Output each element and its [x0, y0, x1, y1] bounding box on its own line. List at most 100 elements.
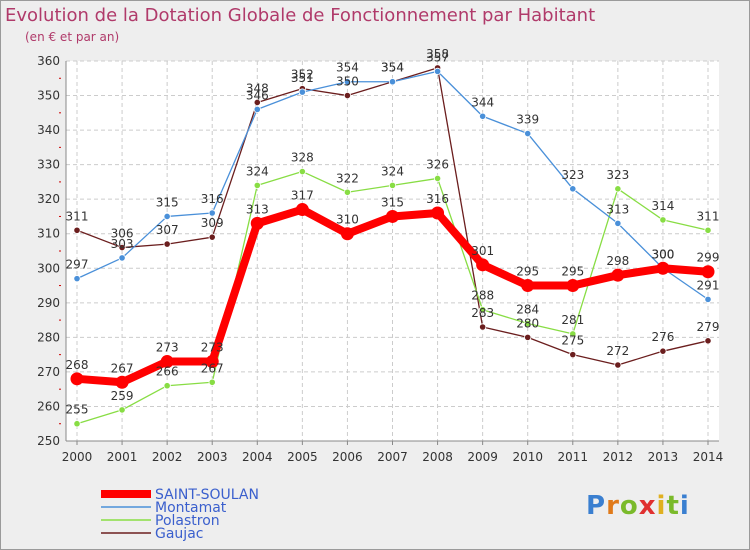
- point-saint-soulan: [295, 203, 309, 217]
- data-label-montamat: 351: [291, 71, 314, 85]
- point-montamat: [433, 67, 442, 75]
- data-label-gaujac: 279: [697, 320, 720, 334]
- point-polastron: [433, 174, 442, 183]
- point-saint-soulan: [340, 227, 354, 241]
- y-tick-label: 280: [37, 330, 60, 344]
- point-saint-soulan: [386, 209, 399, 223]
- x-tick-label: 2003: [197, 450, 228, 464]
- point-montamat: [208, 209, 216, 217]
- y-tick-label: 260: [37, 399, 60, 413]
- data-label-saint-soulan: 300: [651, 247, 674, 261]
- data-label-gaujac: 272: [606, 344, 629, 358]
- point-saint-soulan: [115, 375, 129, 389]
- data-label-gaujac: 311: [66, 209, 89, 223]
- point-polastron: [118, 406, 126, 414]
- y-tick-label: 340: [37, 123, 60, 137]
- point-polastron: [614, 185, 622, 193]
- data-label-polastron: 324: [246, 164, 269, 178]
- data-label-gaujac: 354: [381, 61, 404, 75]
- data-label-gaujac: 275: [561, 334, 584, 348]
- point-montamat: [163, 212, 171, 221]
- data-label-polastron: 322: [336, 171, 359, 185]
- point-montamat: [253, 105, 261, 113]
- y-tick-label: 310: [37, 227, 60, 241]
- point-saint-soulan: [160, 355, 174, 369]
- point-saint-soulan: [611, 268, 625, 282]
- point-polastron: [163, 382, 171, 390]
- y-tick-label: 330: [37, 158, 60, 172]
- chart-title: Evolution de la Dotation Globale de Fonc…: [5, 5, 596, 26]
- legend-label-polastron: Polastron: [155, 513, 220, 529]
- data-label-gaujac: 352: [291, 68, 314, 82]
- legend-label-saint-soulan: SAINT-SOULAN: [155, 487, 259, 503]
- point-gaujac: [118, 243, 126, 252]
- x-tick-label: 2002: [152, 450, 183, 464]
- point-saint-soulan: [205, 355, 219, 369]
- point-saint-soulan: [476, 258, 490, 272]
- data-label-saint-soulan: 298: [606, 254, 629, 268]
- x-tick-label: 2005: [287, 450, 318, 464]
- proxiti-logo: Proxiti: [586, 491, 690, 521]
- point-montamat: [569, 185, 577, 193]
- x-tick-label: 2009: [467, 450, 498, 464]
- point-polastron: [73, 420, 81, 428]
- y-tick-label: 360: [37, 54, 60, 68]
- point-montamat: [73, 275, 81, 283]
- point-saint-soulan: [70, 372, 84, 386]
- y-tick-label: 290: [37, 296, 60, 310]
- data-label-montamat: 357: [426, 50, 449, 64]
- data-label-gaujac: 358: [426, 47, 449, 61]
- point-gaujac: [524, 333, 532, 341]
- y-tick-label: 350: [37, 89, 60, 103]
- point-gaujac: [343, 91, 352, 100]
- data-label-polastron: 288: [471, 289, 494, 303]
- data-label-polastron: 281: [561, 313, 584, 327]
- data-label-polastron: 314: [651, 199, 674, 213]
- x-tick-label: 2000: [62, 450, 93, 464]
- point-saint-soulan: [250, 216, 264, 230]
- data-label-polastron: 311: [697, 209, 720, 223]
- data-label-montamat: 354: [336, 61, 359, 75]
- data-label-saint-soulan: 310: [336, 213, 359, 227]
- data-label-saint-soulan: 295: [516, 265, 539, 279]
- data-label-saint-soulan: 273: [201, 341, 224, 355]
- data-label-gaujac: 306: [111, 227, 134, 241]
- point-gaujac: [208, 233, 216, 241]
- data-label-polastron: 324: [381, 164, 404, 178]
- point-polastron: [569, 330, 577, 338]
- point-polastron: [298, 167, 306, 176]
- point-gaujac: [659, 347, 667, 355]
- data-label-polastron: 266: [156, 365, 179, 379]
- data-label-gaujac: 307: [156, 223, 179, 237]
- legend-label-montamat: Montamat: [155, 500, 227, 516]
- data-label-saint-soulan: 315: [381, 195, 404, 209]
- point-montamat: [524, 129, 532, 138]
- point-polastron: [524, 319, 532, 328]
- data-label-polastron: 323: [606, 168, 629, 182]
- legend-label-gaujac: Gaujac: [155, 526, 203, 542]
- data-label-saint-soulan: 268: [66, 358, 89, 372]
- point-gaujac: [253, 98, 261, 107]
- x-tick-label: 2004: [242, 450, 273, 464]
- data-label-polastron: 326: [426, 157, 449, 171]
- point-montamat: [388, 78, 397, 86]
- data-label-saint-soulan: 301: [471, 244, 494, 258]
- data-label-gaujac: 280: [516, 316, 539, 330]
- data-label-gaujac: 309: [201, 216, 224, 230]
- point-gaujac: [163, 240, 171, 248]
- point-saint-soulan: [431, 206, 445, 220]
- data-label-gaujac: 350: [336, 75, 359, 89]
- point-montamat: [479, 112, 487, 120]
- data-label-saint-soulan: 313: [246, 202, 269, 216]
- point-polastron: [208, 378, 216, 386]
- point-polastron: [388, 181, 397, 189]
- point-gaujac: [73, 226, 81, 234]
- chart-subtitle: (en € et par an): [25, 30, 120, 44]
- data-label-montamat: 313: [606, 202, 629, 216]
- point-saint-soulan: [656, 261, 670, 275]
- y-tick-label: 250: [37, 434, 60, 448]
- data-label-saint-soulan: 317: [291, 189, 314, 203]
- data-label-montamat: 303: [111, 237, 134, 251]
- data-label-gaujac: 276: [651, 330, 674, 344]
- point-polastron: [704, 226, 712, 234]
